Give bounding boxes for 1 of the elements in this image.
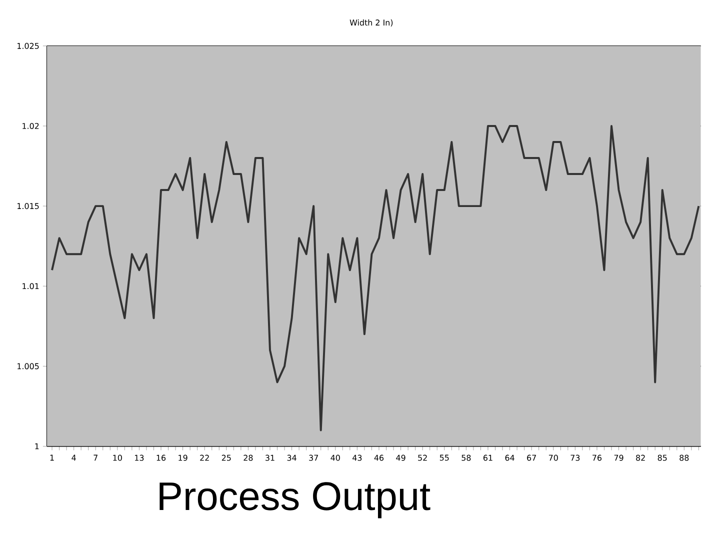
x-axis-title: Process Output [160, 482, 430, 518]
